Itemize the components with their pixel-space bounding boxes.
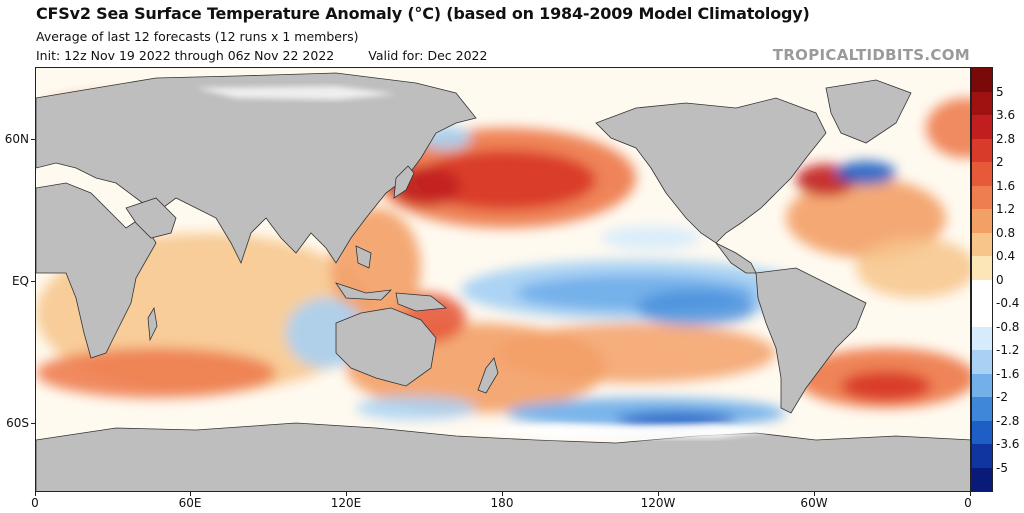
africa [36, 182, 157, 359]
lon-label-120w: 120W [640, 496, 676, 510]
map-subtitle: Average of last 12 forecasts (12 runs x … [36, 29, 359, 44]
sea-ice-edge [466, 424, 776, 438]
map-canvas [36, 68, 970, 491]
lon-label-0-end: 0 [964, 496, 972, 510]
lon-tick [502, 492, 503, 496]
colorbar-segment [972, 232, 992, 257]
colorbar-label: 2 [996, 155, 1004, 169]
japan [393, 165, 415, 199]
arabia [125, 197, 177, 239]
lon-tick [814, 492, 815, 496]
colorbar-label: 2.8 [996, 131, 1016, 146]
colorbar-segment [972, 68, 992, 92]
colorbar-label: 1.2 [996, 202, 1016, 216]
colorbar [971, 67, 993, 492]
south-indian-warm-band [36, 348, 276, 398]
madagascar [147, 306, 158, 342]
lat-label-60s: 60S [6, 416, 29, 430]
ne-atlantic-warm [926, 98, 970, 158]
colorbar-label: -2.8 [996, 413, 1020, 428]
site-watermark: TROPICALTIDBITS.COM [772, 46, 970, 64]
lon-tick [970, 492, 971, 496]
new-guinea [395, 292, 448, 312]
colorbar-segment [972, 397, 992, 421]
australia [335, 307, 437, 387]
colorbar-label: 0.4 [996, 249, 1016, 263]
colorbar-label: -1.6 [996, 366, 1020, 381]
eurasia [36, 72, 477, 265]
lat-tick [31, 281, 35, 282]
greenland [825, 79, 912, 144]
tropical-atlantic-warm [856, 238, 970, 298]
north-atlantic-warm [786, 178, 946, 258]
philippines [355, 245, 372, 269]
colorbar-segment [972, 162, 992, 186]
colorbar-label: -0.8 [996, 319, 1020, 334]
eastern-pacific-cool [636, 290, 756, 326]
south-of-australia-cool [356, 396, 476, 420]
colorbar-label: -5 [996, 460, 1008, 475]
colorbar-segment [972, 467, 992, 492]
lon-tick [35, 492, 36, 496]
lon-tick [346, 492, 347, 496]
indonesia [335, 282, 393, 301]
south-america [755, 267, 867, 414]
colorbar-segment [972, 185, 992, 210]
se-pacific-warm [496, 323, 776, 383]
colorbar-label: 5 [996, 84, 1004, 99]
map-title: CFSv2 Sea Surface Temperature Anomaly (°… [36, 4, 810, 23]
lat-label-60n: 60N [4, 132, 29, 146]
init-text: Init: 12z Nov 19 2022 through 06z Nov 22… [36, 48, 335, 63]
colorbar-segment [972, 326, 992, 351]
init-valid-line: Init: 12z Nov 19 2022 through 06z Nov 22… [36, 48, 487, 63]
lon-label-60w: 60W [800, 496, 828, 510]
lat-tick [31, 139, 35, 140]
lon-tick [190, 492, 191, 496]
lon-label-60e: 60E [178, 496, 202, 510]
colorbar-segment [972, 303, 992, 327]
valid-text: Valid for: Dec 2022 [368, 48, 488, 63]
land-masses [36, 72, 970, 491]
colorbar-segment [972, 279, 992, 304]
lon-label-180: 180 [490, 496, 514, 510]
new-zealand [477, 357, 499, 394]
colorbar-label: -1.2 [996, 343, 1020, 357]
colorbar-segment [972, 138, 992, 163]
colorbar-label: -2 [996, 390, 1008, 404]
colorbar-label: -3.6 [996, 437, 1020, 451]
lon-tick [658, 492, 659, 496]
colorbar-label: 1.6 [996, 178, 1016, 193]
labrador-sea-cool [836, 161, 896, 185]
lat-tick [31, 423, 35, 424]
south-atlantic-warm-core [841, 371, 931, 401]
colorbar-segment [972, 350, 992, 374]
north-pacific-warm-core [416, 150, 596, 210]
colorbar-label: 0.8 [996, 225, 1016, 240]
colorbar-segment [972, 420, 992, 445]
colorbar-label: -0.4 [996, 296, 1020, 310]
colorbar-segment [972, 209, 992, 233]
colorbar-segment [972, 115, 992, 139]
antarctica [36, 422, 970, 491]
sst-anomaly-map [35, 67, 971, 492]
southern-ocean-cool-core [616, 412, 736, 428]
colorbar-label: 3.6 [996, 108, 1016, 122]
colorbar-segment [972, 256, 992, 280]
colorbar-label: 0 [996, 272, 1004, 287]
ne-pacific-cool [601, 226, 701, 250]
arctic-ice-edge [196, 86, 396, 100]
colorbar-segment [972, 444, 992, 468]
colorbar-segment [972, 373, 992, 398]
lon-label-120e: 120E [330, 496, 362, 510]
colorbar-segment [972, 91, 992, 116]
north-america [595, 97, 827, 244]
lon-label-0: 0 [31, 496, 39, 510]
lat-label-eq: EQ [11, 274, 29, 288]
